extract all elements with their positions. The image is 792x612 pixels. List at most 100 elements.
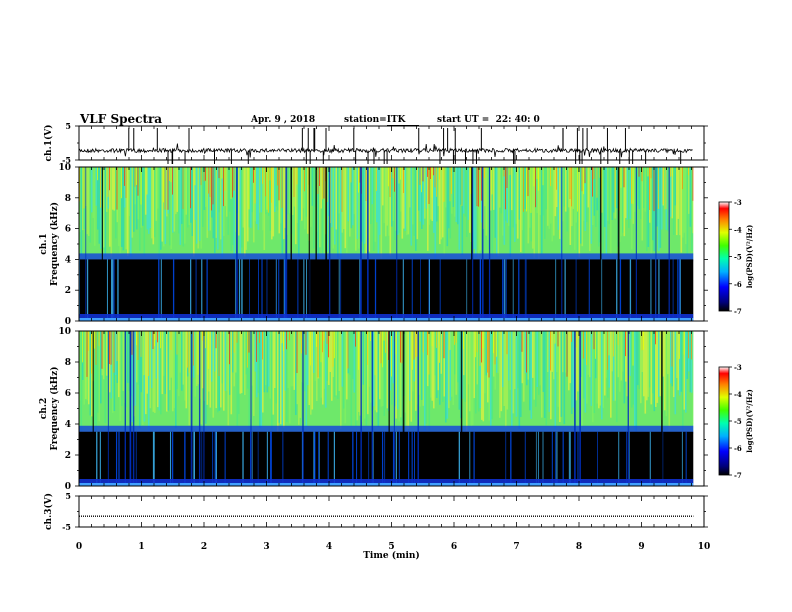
psd-hot [296,331,298,373]
psd-hot [182,167,184,209]
psd-column [673,331,675,398]
psd-column [610,167,612,255]
psd-column [319,167,321,248]
psd-column [631,167,633,250]
psd-column [271,331,273,432]
psd-hot [94,331,95,349]
psd-hot [187,331,188,368]
psd-column [158,331,161,411]
psd-column [374,167,377,242]
psd-hot [125,167,127,198]
ytick-label: 8 [65,358,71,368]
psd-column [436,331,438,398]
psd-hot [538,167,539,191]
psd-column [88,167,90,236]
psd-column [628,167,630,228]
psd-column [434,331,437,376]
psd-column [253,331,255,416]
psd-column [608,167,611,225]
psd-hot [641,167,643,182]
psd-hot [557,331,559,347]
psd-hot [316,331,317,347]
psd-hot [475,331,476,358]
psd-column [152,331,155,412]
psd-hot [439,331,440,363]
psd-column [149,331,152,409]
psd-column [125,167,128,250]
no-data [693,331,704,486]
psd-column [674,167,677,206]
psd-column [454,167,456,217]
ch2-spectrogram-colorbar: -3 -4 -5 -6 -7 log(PSD)(V²/Hz) [718,363,754,480]
psd-hot [193,331,194,366]
ytick-label: -5 [62,155,71,165]
psd-column [352,167,354,226]
psd-column [664,167,666,210]
psd-column [281,331,284,426]
psd-column [616,167,618,209]
psd-column [166,167,168,217]
psd-column [577,331,579,392]
psd-column [175,167,177,215]
psd-column [512,167,515,228]
psd-column [586,167,588,222]
psd-column [191,167,194,236]
ch1-spectrogram-ylabel-frequency: Frequency (kHz) [49,202,60,286]
colorbar-gradient [718,201,730,312]
psd-column [178,331,180,397]
psd-column [677,167,680,219]
psd-hot [449,167,451,202]
psd-column [161,167,164,242]
psd-column [404,167,407,231]
psd-column [562,167,564,222]
psd-column [314,167,317,207]
psd-column [289,331,291,424]
psd-column [178,167,180,234]
psd-column [454,331,456,375]
low-band [79,431,694,486]
psd-column [353,167,356,215]
colorbar-tick: -5 [734,417,742,426]
psd-column [272,331,275,415]
psd-column [473,331,476,399]
psd-column [176,167,179,212]
psd-hot [433,167,434,176]
psd-hot [86,331,88,377]
psd-hot [232,167,233,198]
psd-hot [334,331,335,359]
psd-column [112,167,114,210]
psd-column [289,167,291,214]
psd-hot [443,167,445,202]
psd-column [293,331,296,390]
psd-column [194,331,197,397]
psd-column [254,331,257,372]
psd-column [392,331,395,384]
psd-column [331,331,333,401]
psd-column [100,167,102,249]
psd-column [533,331,536,400]
psd-column [305,167,308,217]
psd-column [683,167,686,233]
psd-hot [412,331,413,370]
psd-hot [496,331,497,357]
psd-hot [482,331,484,349]
psd-column [416,167,419,240]
psd-hot [692,167,694,201]
psd-hot [650,167,652,179]
psd-column [304,167,306,230]
psd-column [536,331,539,387]
xtick-label: 7 [513,542,519,552]
psd-column [286,331,288,422]
psd-column [142,331,144,425]
psd-hot [503,167,505,177]
psd-hot [218,331,220,377]
psd-column [160,167,162,250]
psd-column [202,331,204,389]
psd-hot [476,167,478,207]
colorbar-tick: -6 [734,444,742,453]
psd-column [151,331,153,388]
psd-column [499,167,501,208]
psd-column [517,331,519,389]
psd-column [173,331,176,409]
